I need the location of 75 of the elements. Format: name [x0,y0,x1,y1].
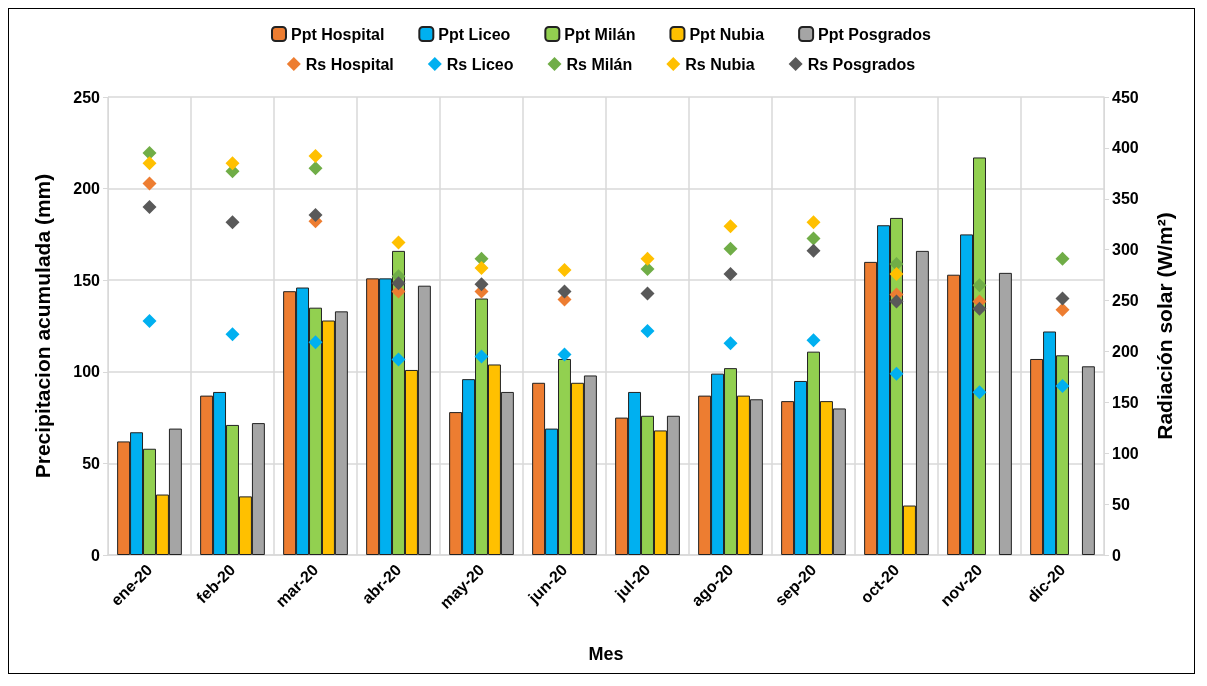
legend-label: Ppt Milán [564,25,636,43]
point [557,263,572,278]
y-tick-label: 0 [91,546,101,564]
point [142,145,157,160]
point [308,149,323,164]
y2-tick-label: 200 [1112,342,1139,360]
point [723,219,738,234]
point [557,284,572,299]
legend-label: Rs Posgrados [807,55,916,73]
point [889,294,904,309]
point [308,208,323,223]
y-tick-label: 150 [73,271,101,289]
point [308,161,323,176]
point [640,251,655,266]
point [806,333,821,348]
legend-label: Rs Nubia [685,55,755,73]
point [308,335,323,350]
point [474,349,489,364]
point [723,336,738,351]
point [806,243,821,258]
y2-axis-title: Radiación solar (W/m²) [1153,212,1176,440]
y2-tick-label: 400 [1112,139,1139,157]
legend-label: Rs Milán [566,55,633,73]
y2-tick-label: 250 [1112,292,1139,310]
point [806,231,821,246]
point [889,366,904,381]
y2-tick-label: 0 [1112,546,1121,564]
y2-tick-label: 350 [1112,190,1139,208]
point [391,276,406,291]
y2-tick-label: 150 [1112,393,1139,411]
point [225,327,240,342]
point [391,352,406,367]
point [889,256,904,271]
x-axis-title: Mes [588,644,624,664]
y2-tick-label: 300 [1112,241,1139,259]
point [640,324,655,339]
point [1055,291,1070,306]
point [1055,251,1070,266]
y-axis-title: Precipitacion acumulada (mm) [31,173,54,479]
bar [998,272,1012,555]
point [474,260,489,275]
point [142,199,157,214]
bar [1081,366,1095,555]
point [972,385,987,400]
point [142,313,157,328]
y-tick-label: 200 [73,180,101,198]
point [806,215,821,230]
legend-label: Ppt Nubia [689,25,765,43]
point [723,241,738,256]
y-tick-label: 100 [73,363,101,381]
point [391,235,406,250]
y2-tick-label: 450 [1112,88,1139,106]
point [723,267,738,282]
legend-label: Ppt Hospital [290,25,385,43]
y2-tick-label: 50 [1112,495,1130,513]
legend-label: Rs Liceo [446,55,514,73]
point [557,347,572,362]
point [225,215,240,230]
point [474,277,489,292]
point [225,156,240,171]
y-tick-label: 50 [82,454,101,472]
point [889,267,904,282]
point [142,156,157,171]
y2-tick-label: 100 [1112,444,1139,462]
point [142,176,157,191]
point [1055,379,1070,394]
legend-label: Rs Hospital [305,55,394,73]
point [972,301,987,316]
legend-label: Ppt Posgrados [818,25,932,43]
point [972,278,987,293]
point [640,262,655,276]
point [640,286,655,301]
legend-label: Ppt Liceo [438,25,511,43]
y-tick-label: 250 [73,88,101,106]
point [1055,302,1070,317]
